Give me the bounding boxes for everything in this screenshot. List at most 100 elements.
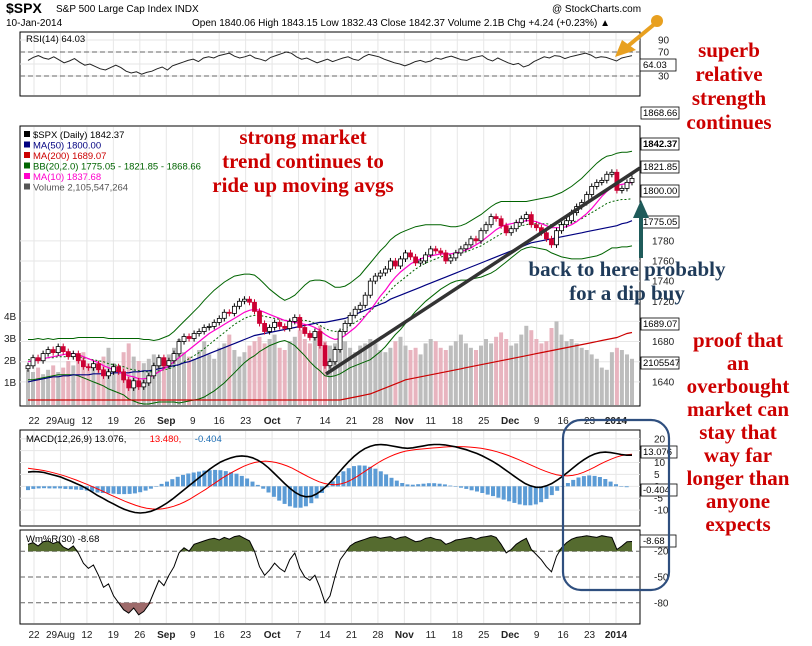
volume-bar [388,347,393,405]
histogram-bar [437,483,442,487]
histogram-bar [250,481,255,487]
histogram-bar [213,469,218,487]
volume-bar [373,343,378,405]
price-value-label: 1689.07 [643,319,677,330]
volume-bar [116,365,121,405]
candle-body [619,187,625,191]
volume-bar [111,363,116,405]
legend-entry: MA(10) 1837.68 [33,172,101,183]
price-x-axis: 22 29Aug 12 19 26 Sep 9 16 23 Oct 7 14 21 28 Nov 11 18 25… [28,416,627,427]
legend-swatch [24,131,30,137]
x-tick-label: Sep [157,630,175,641]
candle-body [70,353,76,358]
candle-body [513,222,519,230]
candle-body [387,260,393,270]
candle-body [101,369,106,377]
volume-bar [625,354,629,405]
histogram-bar [341,471,346,487]
volume-bar [463,343,468,405]
volume-bar [534,339,539,405]
x-tick-label: 11 [426,630,437,641]
candle-body [241,298,247,302]
price-value-box: 1821.85 [640,160,680,174]
annotation-line: trend continues to [222,149,384,173]
candle-body [357,304,363,310]
volume-bar [579,347,584,405]
candle-body [176,341,182,355]
volume-bar [514,343,519,405]
candle-body [443,252,449,262]
volume-bar [51,365,56,405]
volume-bar [418,354,423,405]
x-tick-label: Sep [157,416,175,427]
teal-arrow [633,200,649,258]
volume-tick-label: 2B [4,356,17,367]
histogram-bar [266,486,271,493]
volume-bar [247,345,252,405]
volume-tick-label: 4B [4,312,17,323]
volume-bar [76,358,81,405]
candle-body [493,216,499,220]
volume-bar [564,341,569,405]
candle-body [392,260,398,267]
histogram-bar [68,486,73,490]
macd-panel: -10-505101520 MACD(12,26,9) 13.076,13.48… [19,429,678,527]
histogram-bar [239,475,244,487]
candle-body [423,254,429,262]
histogram-bar [528,486,533,506]
candle-body [332,349,338,363]
volume-bar [494,336,499,405]
volume-bar [227,334,232,405]
histogram-bar [106,486,111,494]
y-tick-label: 1680 [652,337,675,348]
histogram-bar [507,486,512,502]
candle-body [211,321,217,327]
x-tick-label: 16 [558,416,570,427]
histogram-bar [218,470,223,487]
candle-body [418,260,424,264]
histogram-bar [245,478,250,487]
y-tick-label: -20 [654,547,669,558]
ma50-line [27,220,633,383]
candle-body [408,252,413,258]
histogram-bar [309,486,314,504]
histogram-bar [549,486,554,496]
histogram-bar [619,486,624,487]
candle-body [498,218,504,227]
volume-bar [549,328,554,405]
histogram-bar [282,486,287,504]
volume-bar [207,354,212,405]
candle-body [50,349,56,354]
histogram-bar [597,477,602,487]
volume-bar [343,341,348,405]
price-value-label: 1821.85 [643,162,677,173]
volume-bar [383,352,388,405]
price-value-label: 1775.05 [643,217,677,228]
macd-legend-entry: MACD(12,26,9) 13.076, [26,434,126,445]
price-value-label: 1842.37 [643,139,677,150]
williams-reference-lines [20,550,640,604]
legend-swatch [24,173,30,179]
x-tick-label: Nov [395,416,414,427]
volume-bar [484,339,488,405]
annotation-line: anyone [706,489,770,513]
volume-bar [182,352,186,405]
price-value-labels: 1868.66 1842.37 1821.85 1800.00 1775.05 1689.… [640,106,680,370]
x-tick-label: 16 [558,630,570,641]
y-tick-label: 1760 [652,256,675,267]
candle-body [226,311,232,314]
x-tick-label: 14 [319,630,331,641]
histogram-bar [362,465,367,487]
candle-body [221,311,227,319]
annotation-line: ride up moving avgs [212,173,393,197]
histogram-bar [36,486,41,489]
volume-bar [408,350,413,405]
candle-body [367,280,373,296]
legend-entry: $SPX (Daily) 1842.37 [33,130,124,141]
histogram-bar [442,484,447,487]
candle-body [196,331,202,334]
volume-bar [101,356,106,405]
legend-entry: MA(200) 1689.07 [33,151,106,162]
rsi-line [27,51,633,75]
